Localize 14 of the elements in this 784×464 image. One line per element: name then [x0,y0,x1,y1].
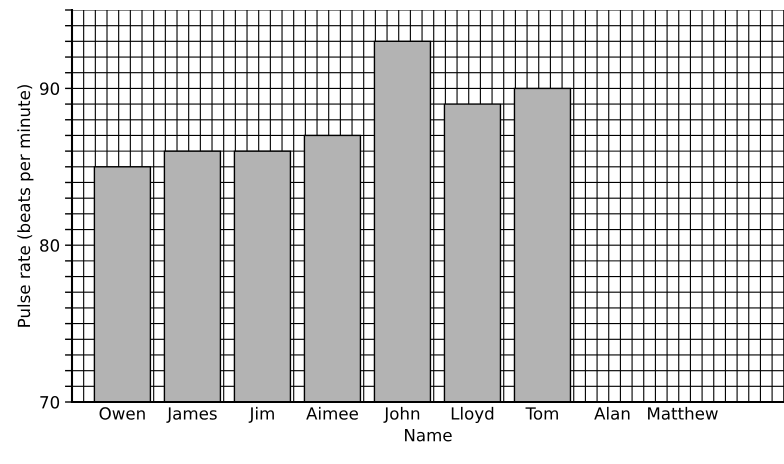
y-tick-label: 90 [40,82,60,95]
x-tick-label: Matthew [648,406,718,420]
x-tick-label: Owen [100,407,145,420]
x-axis-title: Name [405,429,452,442]
x-tick-label: Tom [526,407,558,420]
y-tick-label: 80 [40,239,60,252]
x-tick-label: John [383,406,420,423]
x-tick-label: Alan [594,406,630,420]
x-tick-label: Lloyd [452,406,494,423]
y-axis-title: Pulse rate (beats per minute) [17,85,34,327]
x-tick-label: James [166,407,217,423]
x-tick-label: Jim [248,406,274,423]
y-tick-label: 70 [40,396,60,409]
x-tick-label: Aimee [306,406,358,420]
